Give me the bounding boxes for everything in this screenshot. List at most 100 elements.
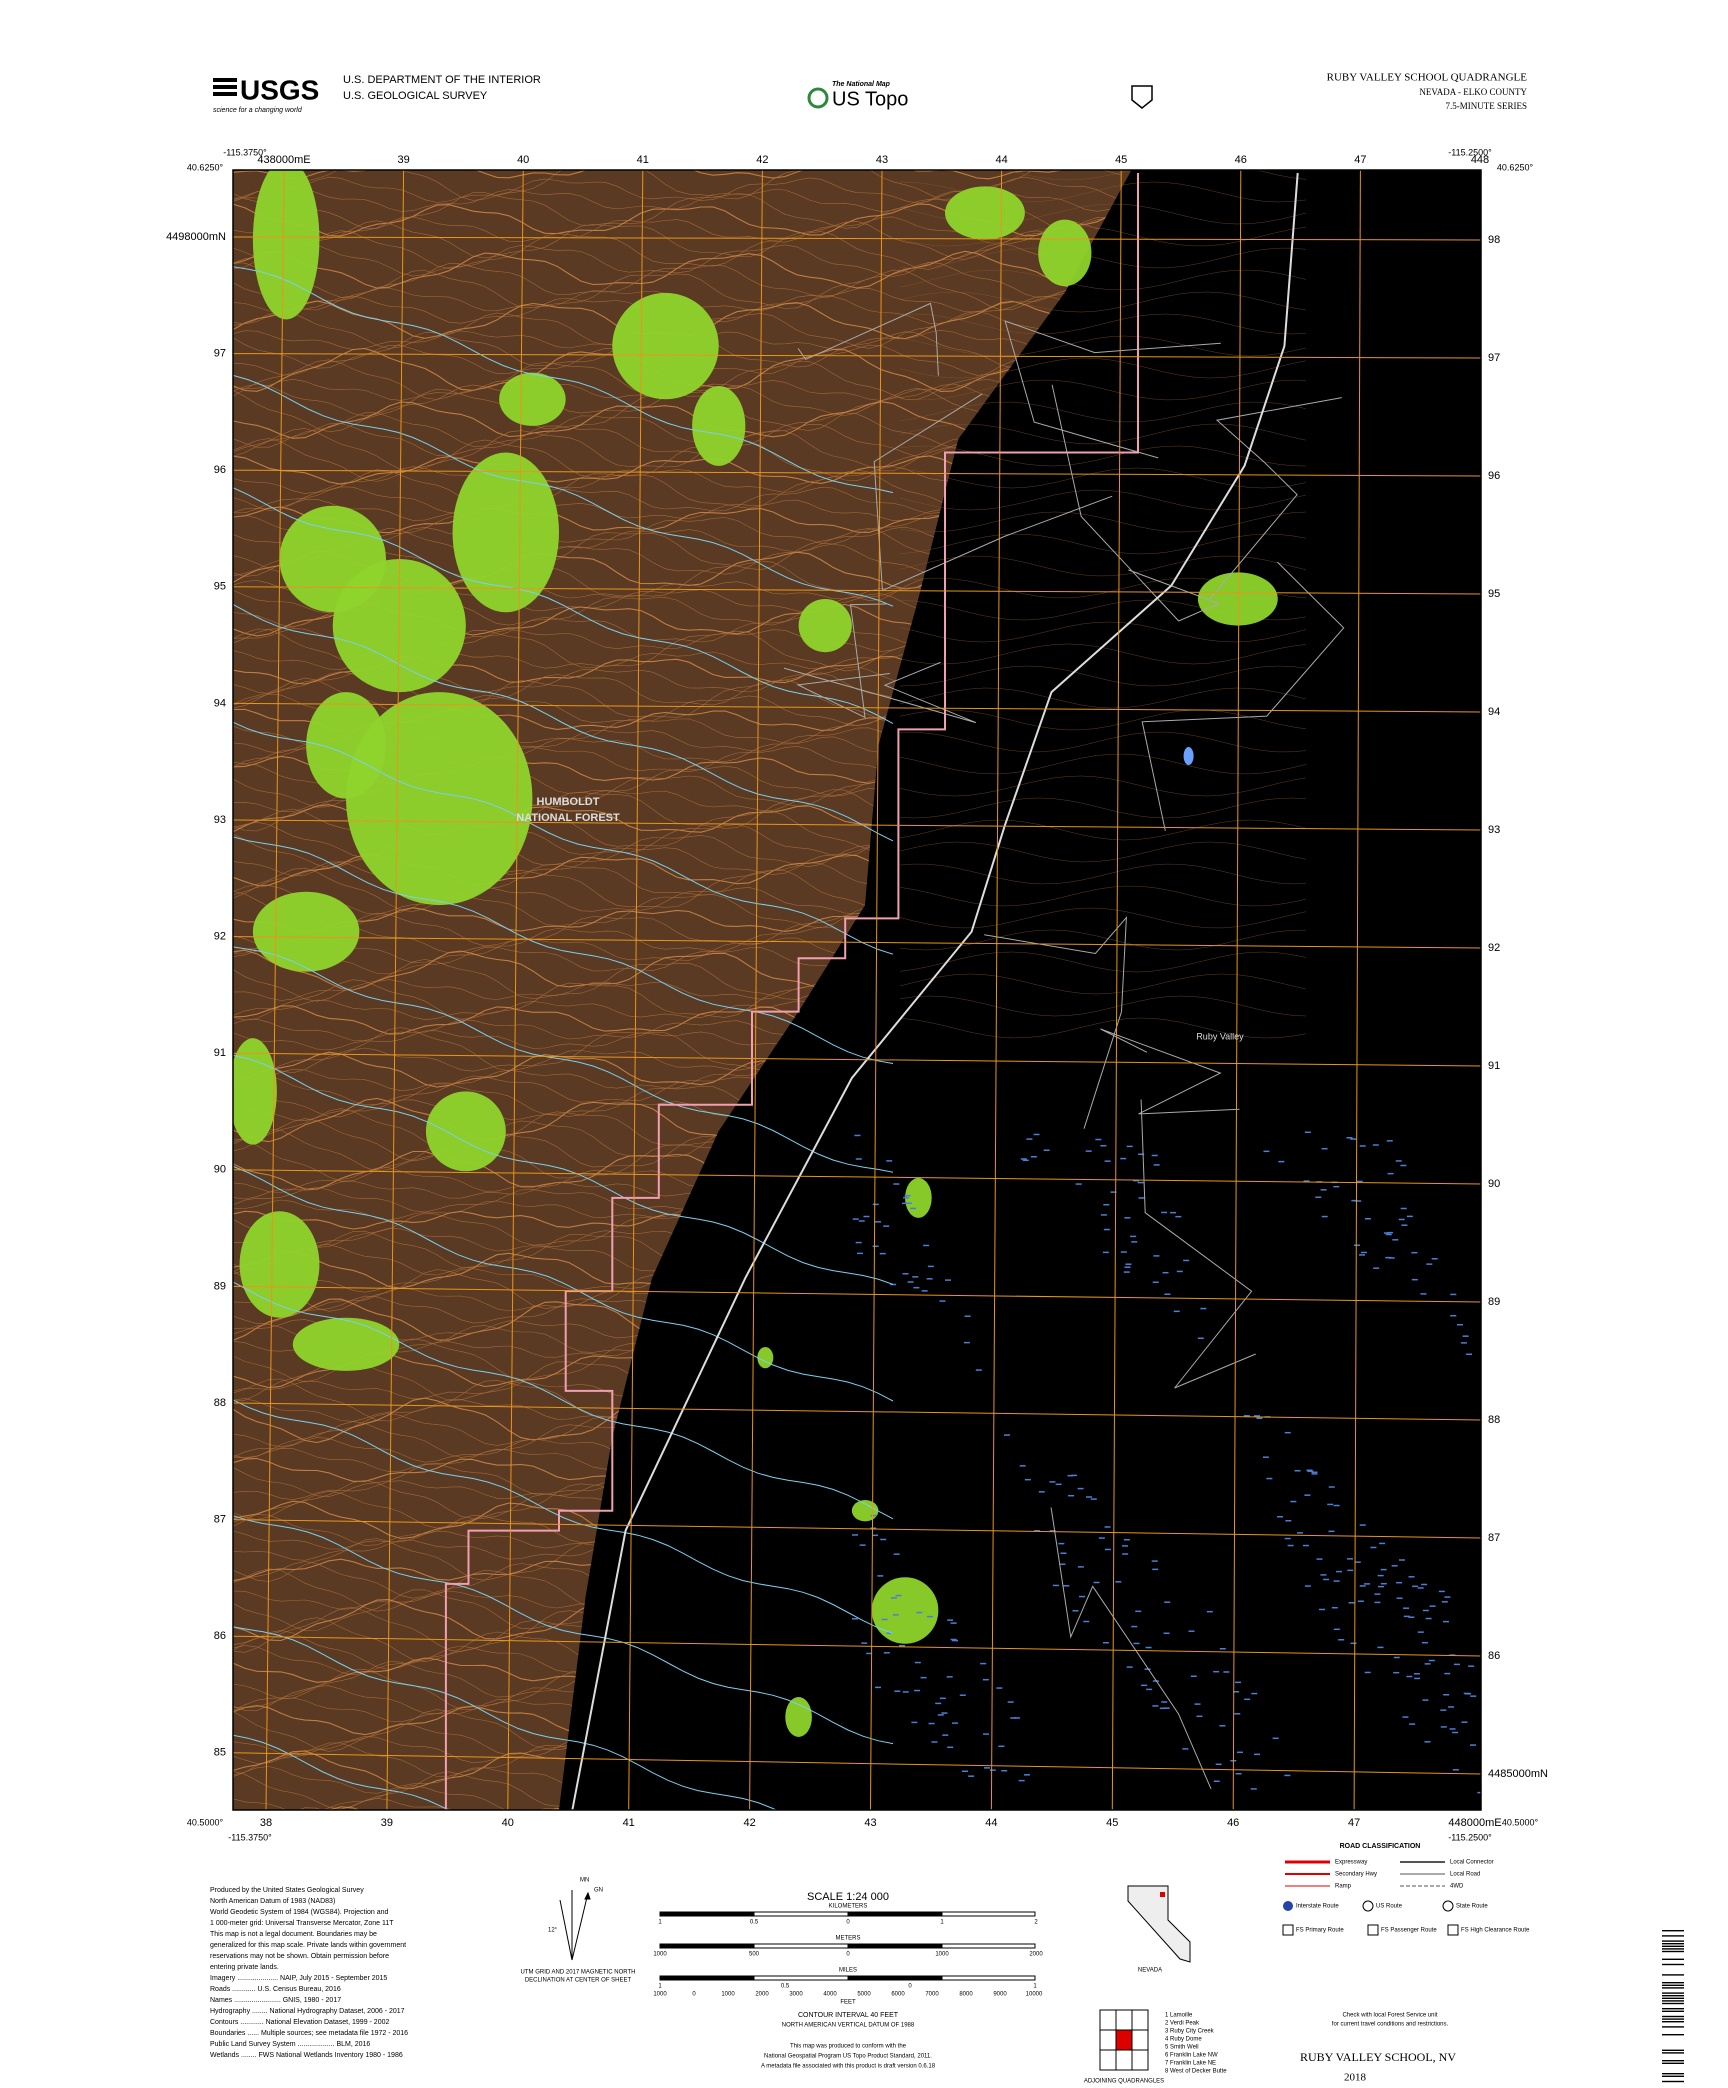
barcode-bar bbox=[1662, 2010, 1684, 2012]
conformance-note: A metadata file associated with this pro… bbox=[761, 2064, 936, 2070]
stream bbox=[233, 1054, 894, 1285]
road-title: ROAD CLASSIFICATION bbox=[1340, 1843, 1421, 1850]
northing-label: 86 bbox=[214, 1630, 226, 1642]
northing-label: 87 bbox=[214, 1514, 226, 1526]
contour-line bbox=[899, 907, 1307, 929]
contour-line bbox=[899, 819, 1307, 841]
easting-label: 39 bbox=[397, 154, 409, 166]
conformance-note: This map was produced to conform with th… bbox=[790, 2044, 907, 2050]
vegetation bbox=[239, 1211, 320, 1318]
contour-line bbox=[899, 863, 1307, 885]
producer-line: 1 000-meter grid: Universal Transverse M… bbox=[210, 1920, 394, 1927]
northing-label: 86 bbox=[1488, 1650, 1500, 1662]
producer-line: Wetlands ........ FWS National Wetlands … bbox=[210, 2052, 403, 2059]
scale-tick: 0 bbox=[692, 1992, 696, 1998]
easting-label: 44 bbox=[985, 1817, 997, 1829]
travel-note: for current travel conditions and restri… bbox=[1332, 2022, 1449, 2028]
contour-line bbox=[233, 269, 1122, 311]
corner-coordinate: 40.5000° bbox=[187, 1817, 224, 1827]
contour-line bbox=[233, 1833, 1121, 1868]
map-body bbox=[233, 170, 1481, 1868]
scale-tick: 8000 bbox=[959, 1992, 973, 1998]
barcode-bar bbox=[1662, 2034, 1684, 2036]
agency-line: U.S. GEOLOGICAL SURVEY bbox=[343, 90, 488, 102]
producer-line: Contours ............ National Elevation… bbox=[210, 2019, 389, 2026]
contour-line bbox=[899, 533, 1307, 555]
utm-grid-line bbox=[1232, 170, 1242, 1810]
utm-grid-line bbox=[233, 1752, 1481, 1775]
product-brand: The National Map bbox=[832, 81, 891, 88]
adjoining-quad: 6 Franklin Lake NW bbox=[1165, 2053, 1218, 2059]
northing-label: 94 bbox=[214, 697, 226, 709]
scale-tick: 6000 bbox=[891, 1992, 905, 1998]
easting-label: 39 bbox=[381, 1817, 393, 1829]
place-name: HUMBOLDT bbox=[537, 796, 600, 808]
vegetation bbox=[757, 1346, 774, 1369]
scale-tick: 1000 bbox=[653, 1952, 667, 1958]
scale-unit: MILES bbox=[839, 1968, 857, 1974]
producer-line: entering private lands. bbox=[210, 1964, 279, 1971]
barcode-bar bbox=[1662, 2062, 1684, 2064]
contour-line bbox=[899, 467, 1307, 489]
producer-line: Produced by the United States Geological… bbox=[210, 1887, 364, 1894]
barcode-bar bbox=[1662, 2026, 1684, 2028]
scale-tick: 0 bbox=[846, 1920, 850, 1926]
compass-label: GN bbox=[594, 1888, 603, 1894]
contour-line bbox=[899, 951, 1307, 973]
utm-grid-line bbox=[870, 170, 883, 1810]
easting-label: 448 bbox=[1471, 154, 1489, 166]
easting-label: 47 bbox=[1348, 1817, 1360, 1829]
northing-label: 89 bbox=[1488, 1296, 1500, 1308]
travel-note: Check with local Forest Service unit bbox=[1342, 2013, 1437, 2019]
utm-grid-line bbox=[233, 469, 1481, 477]
barcode-bar bbox=[1662, 1963, 1684, 1966]
vegetation bbox=[785, 1697, 812, 1737]
barcode-bar bbox=[1662, 2021, 1684, 2023]
stream bbox=[233, 603, 894, 842]
scale-tick: 1 bbox=[658, 1984, 662, 1990]
barcode-bar bbox=[1662, 2060, 1684, 2062]
barcode-bar bbox=[1662, 1958, 1684, 1960]
road bbox=[1050, 1507, 1212, 1789]
easting-label: 438000mE bbox=[257, 154, 310, 166]
adjoining-quad: 7 Franklin Lake NE bbox=[1165, 2061, 1216, 2067]
road-class: FS Passenger Route bbox=[1381, 1928, 1437, 1934]
utm-grid-line bbox=[233, 819, 1481, 831]
easting-label: 448000mE bbox=[1448, 1817, 1501, 1829]
contour-line bbox=[899, 489, 1307, 511]
northing-label: 95 bbox=[1488, 588, 1500, 600]
northing-label: 4498000mN bbox=[166, 231, 226, 243]
us-topo-mark bbox=[807, 87, 829, 109]
barcode-bar bbox=[1662, 2075, 1684, 2077]
usgs-logo-mark bbox=[213, 78, 237, 96]
road-class: Local Road bbox=[1450, 1872, 1480, 1878]
vegetation bbox=[499, 372, 566, 426]
lake bbox=[1183, 747, 1194, 766]
scale-tick: 0 bbox=[908, 1984, 912, 1990]
contour-line bbox=[899, 335, 1307, 357]
contour-line bbox=[899, 511, 1307, 533]
contour-line bbox=[899, 269, 1307, 291]
producer-line: Imagery ..................... NAIP, July… bbox=[210, 1975, 387, 1982]
road-class: FS High Clearance Route bbox=[1461, 1928, 1530, 1934]
adjoining-quad: 1 Lamoille bbox=[1165, 2013, 1193, 2019]
compass-note: DECLINATION AT CENTER OF SHEET bbox=[525, 1978, 632, 1984]
stream bbox=[233, 1281, 894, 1520]
contour-line bbox=[899, 247, 1307, 269]
northing-label: 93 bbox=[1488, 824, 1500, 836]
vertical-datum: NORTH AMERICAN VERTICAL DATUM OF 1988 bbox=[782, 2023, 915, 2029]
vegetation bbox=[798, 598, 852, 653]
stream bbox=[233, 721, 894, 955]
scale: SCALE 1:24 000 bbox=[807, 1891, 889, 1903]
contour-line bbox=[899, 225, 1307, 247]
barcode-bar bbox=[1662, 1982, 1684, 1984]
utm-grid-line bbox=[233, 1635, 1481, 1657]
quad-title: RUBY VALLEY SCHOOL QUADRANGLE bbox=[1327, 72, 1528, 84]
easting-label: 40 bbox=[502, 1817, 514, 1829]
vegetation bbox=[279, 505, 386, 613]
scale-tick: 2000 bbox=[755, 1992, 769, 1998]
barcode-bar bbox=[1662, 2080, 1684, 2083]
barcode-bar bbox=[1662, 1945, 1684, 1947]
adjoining-quad: 3 Ruby City Creek bbox=[1165, 2029, 1215, 2035]
